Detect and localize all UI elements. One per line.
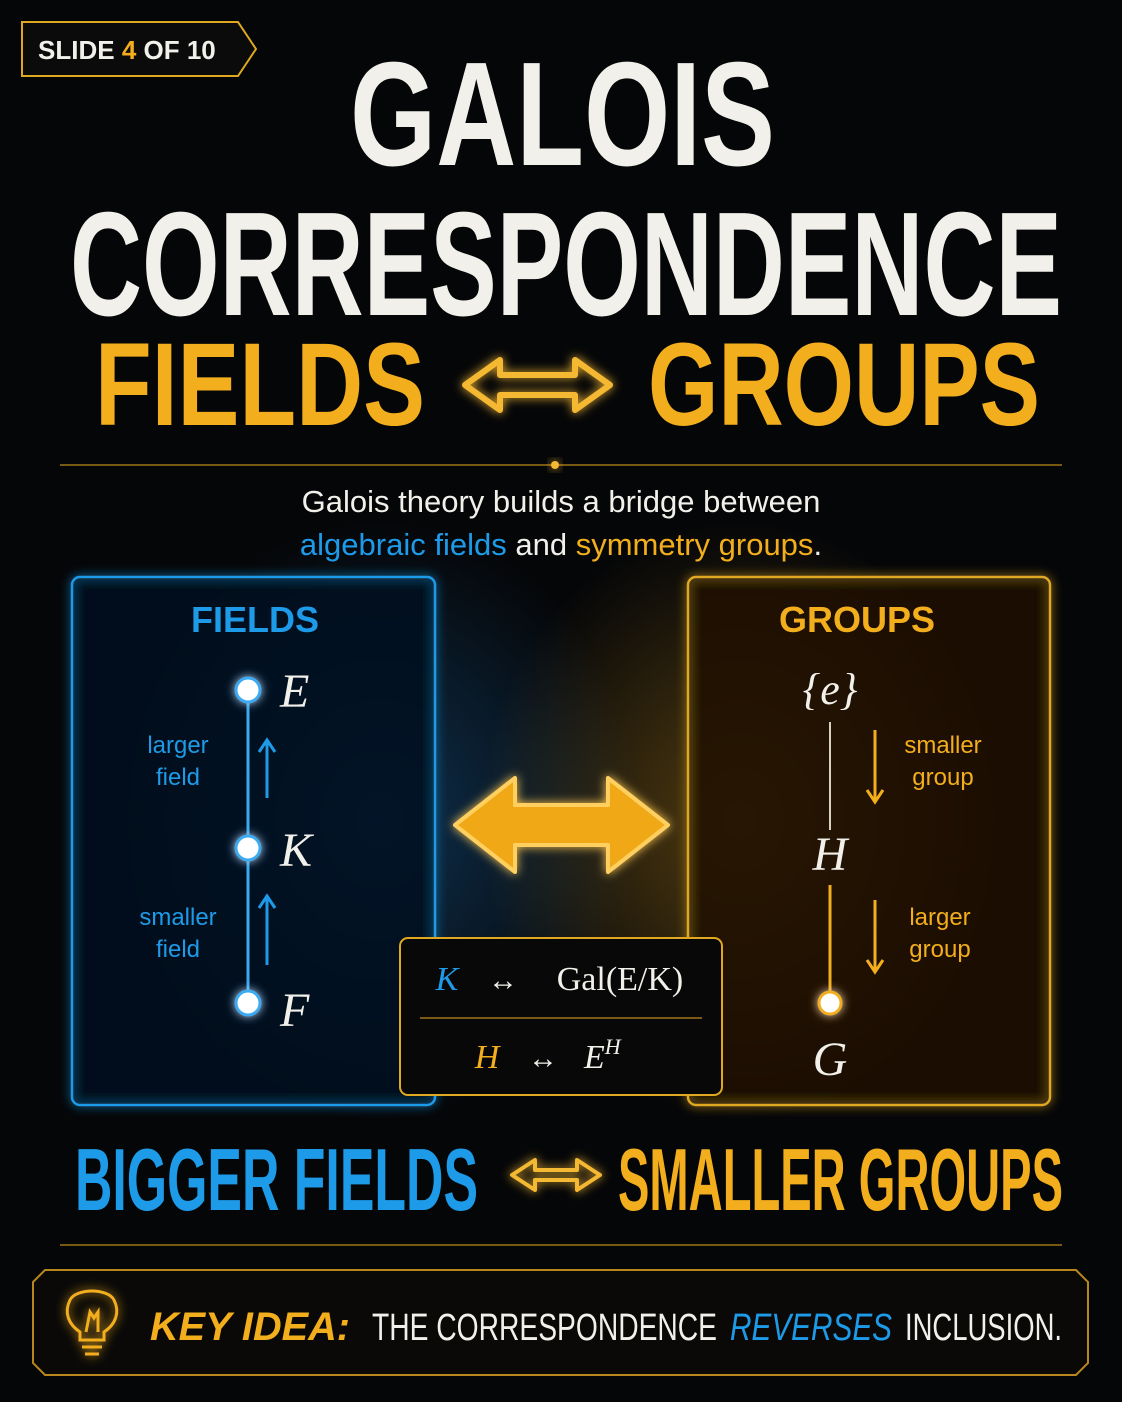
up-arrow [257,737,277,798]
formula-arrow: ↔ [528,1042,558,1075]
formula-superscript: H [604,1034,622,1059]
subtitle-left: FIELDS [95,319,425,451]
group-node [817,990,843,1016]
field-node [234,989,262,1017]
side-label: group [909,936,970,963]
panel-heading: FIELDS [191,599,319,640]
intro-fields: algebraic fields [300,527,507,562]
up-arrow [257,893,277,965]
formula-right: EH [583,1034,622,1076]
key-idea-highlight: REVERSES [730,1307,892,1349]
subtitle-right: GROUPS [648,319,1040,451]
side-label: smaller [139,904,216,931]
badge-text: SLIDE 4 OF 10 [38,35,216,65]
key-idea-label: KEY IDEA: [150,1305,350,1349]
title-line: CORRESPONDENCE [70,182,1062,347]
badge-label: SLIDE [38,35,115,65]
down-arrow [865,730,885,805]
intro-joiner: and [515,527,567,562]
side-label: larger [147,732,208,759]
key-idea-end: INCLUSION. [905,1307,1062,1349]
badge-total: OF 10 [144,35,216,65]
side-label: larger [909,904,970,931]
side-label: smaller [904,732,981,759]
summary-left: BIGGER FIELDS [75,1130,478,1229]
field-label: F [279,984,310,1037]
intro-text: algebraic fields and symmetry groups. [300,527,822,562]
panel-heading: GROUPS [779,599,935,640]
divider-dot [551,461,559,469]
group-label: H [812,828,850,881]
intro-end: . [813,527,822,562]
group-label: G [813,1033,848,1086]
bulb-icon [65,1289,119,1356]
key-idea-text: THE CORRESPONDENCE [372,1307,717,1349]
groups-panel [686,575,1052,1107]
formula-left: K [435,961,461,998]
down-arrow [865,900,885,975]
field-node [234,834,262,862]
formula-left: H [474,1039,502,1076]
field-label: K [279,824,315,877]
title-line: GALOIS [350,32,775,197]
formula-right: Gal(E/K) [557,961,684,998]
group-label: {e} [803,665,858,714]
formula-arrow: ↔ [488,964,518,997]
slide-badge [21,21,258,77]
badge-number: 4 [122,35,137,65]
double-arrow [462,357,613,413]
formula-box [399,937,723,1096]
summary-arrow [510,1158,602,1192]
side-label: group [912,764,973,791]
side-label: field [156,936,200,963]
center-arrow [453,776,670,874]
side-label: field [156,764,200,791]
field-node [234,676,262,704]
intro-groups: symmetry groups [576,527,814,562]
field-label: E [279,665,309,718]
key-idea-box [32,1269,1089,1376]
formula-base: E [583,1039,605,1076]
summary-right: SMALLER GROUPS [618,1130,1063,1229]
intro-text: Galois theory builds a bridge between [302,484,821,519]
